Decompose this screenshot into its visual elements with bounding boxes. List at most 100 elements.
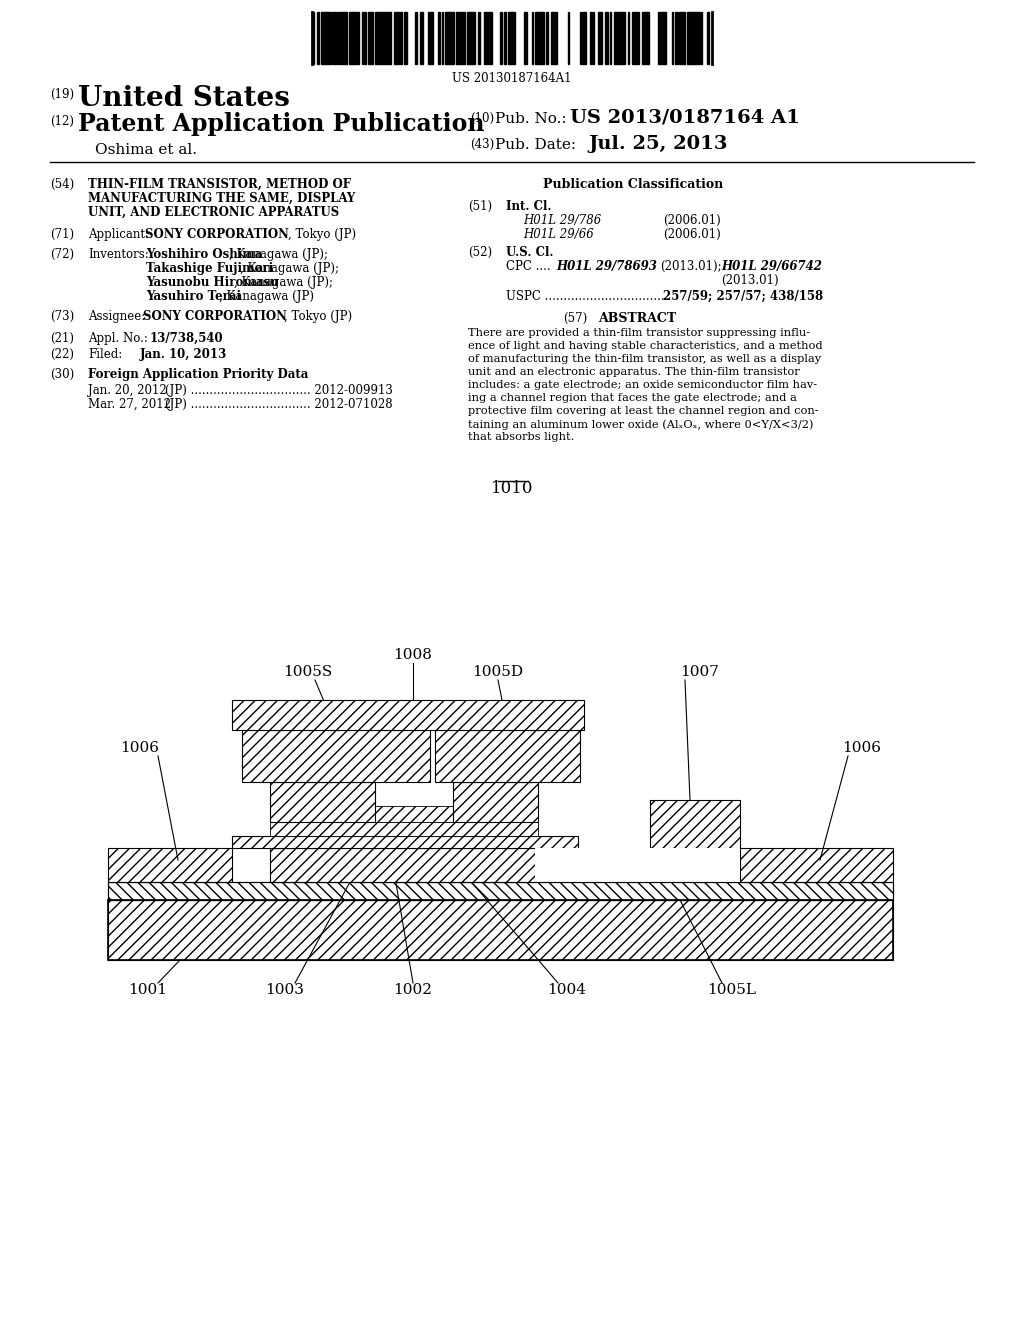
Text: , Kanagawa (JP);: , Kanagawa (JP); [229,248,329,261]
Bar [617,12,620,63]
Bar [511,12,513,63]
Text: US 2013/0187164 A1: US 2013/0187164 A1 [570,110,800,127]
Text: , Tokyo (JP): , Tokyo (JP) [284,310,352,323]
Text: MANUFACTURING THE SAME, DISPLAY: MANUFACTURING THE SAME, DISPLAY [88,191,355,205]
Bar [508,12,510,63]
Text: Jan. 10, 2013: Jan. 10, 2013 [140,348,227,360]
Text: protective film covering at least the channel region and con-: protective film covering at least the ch… [468,407,818,416]
Bar [108,882,893,900]
Bar [438,12,440,63]
Bar [693,12,695,63]
Bar [643,12,645,63]
Text: Takashige Fujimori: Takashige Fujimori [146,261,273,275]
Bar [108,847,232,882]
Text: (21): (21) [50,333,74,345]
Text: 1010: 1010 [490,480,534,498]
Text: There are provided a thin-film transistor suppressing influ-: There are provided a thin-film transisto… [468,327,810,338]
Bar [354,12,356,63]
Bar [377,12,380,63]
Bar [333,12,335,63]
Bar [449,12,450,63]
Text: , Kanagawa (JP);: , Kanagawa (JP); [234,276,334,289]
Text: Yasuhiro Terai: Yasuhiro Terai [146,290,241,304]
Text: Yasunobu Hiromasu: Yasunobu Hiromasu [146,276,279,289]
Bar [634,12,637,63]
Text: , Kanagawa (JP): , Kanagawa (JP) [219,290,313,304]
Bar [658,12,662,63]
Bar [707,12,709,63]
Bar [679,12,682,63]
Text: (2006.01): (2006.01) [663,214,721,227]
Bar [270,822,538,836]
Bar [467,12,469,63]
Bar [322,12,324,63]
Text: of manufacturing the thin-film transistor, as well as a display: of manufacturing the thin-film transisto… [468,354,821,364]
Bar [108,900,893,960]
Bar [450,12,452,63]
Text: (JP) ................................ 2012-009913: (JP) ................................ 20… [165,384,393,397]
Bar [324,12,327,63]
Bar [270,781,375,822]
Bar [328,12,330,63]
Text: 1008: 1008 [393,648,432,663]
Text: 1002: 1002 [393,983,432,997]
Text: unit and an electronic apparatus. The thin-film transistor: unit and an electronic apparatus. The th… [468,367,800,378]
Text: Oshima et al.: Oshima et al. [95,143,197,157]
Bar [452,12,454,63]
Bar [420,12,423,63]
Bar [470,12,473,63]
Bar [664,12,666,63]
Bar [364,12,366,63]
Bar [695,12,697,63]
Text: ence of light and having stable characteristics, and a method: ence of light and having stable characte… [468,341,822,351]
Text: 1005S: 1005S [284,665,333,678]
Text: ABSTRACT: ABSTRACT [598,312,676,325]
Bar [662,12,664,63]
Text: (54): (54) [50,178,75,191]
Text: SONY CORPORATION: SONY CORPORATION [143,310,287,323]
Bar [349,12,352,63]
Bar [232,700,584,730]
Bar [462,12,465,63]
Bar [360,807,455,822]
Text: (71): (71) [50,228,74,242]
Text: (2006.01): (2006.01) [663,228,721,242]
Text: Jul. 25, 2013: Jul. 25, 2013 [588,135,727,153]
Bar [335,12,337,63]
Bar [384,12,387,63]
Bar [605,12,608,63]
Bar [460,12,462,63]
Bar [691,12,693,63]
Bar [387,12,389,63]
Bar [555,12,557,63]
Text: (2013.01);: (2013.01); [660,260,722,273]
Text: (19): (19) [50,88,74,102]
Bar [650,800,740,847]
Text: Publication Classification: Publication Classification [543,178,723,191]
Bar [551,12,553,63]
Text: H01L 29/66742: H01L 29/66742 [721,260,822,273]
Text: H01L 29/78693: H01L 29/78693 [556,260,656,273]
Bar [620,12,622,63]
Bar [632,12,634,63]
Text: Appl. No.:: Appl. No.: [88,333,147,345]
Text: Filed:: Filed: [88,348,122,360]
Bar [242,730,430,781]
Text: Yoshihiro Oshima: Yoshihiro Oshima [146,248,262,261]
Text: (2013.01): (2013.01) [721,275,778,286]
Text: Applicant:: Applicant: [88,228,150,242]
Bar [389,12,391,63]
Text: 13/738,540: 13/738,540 [150,333,223,345]
Text: Mar. 27, 2012: Mar. 27, 2012 [88,399,171,411]
Bar [375,12,377,63]
Text: CPC ....: CPC .... [506,260,551,273]
Bar [675,12,678,63]
Bar [622,12,625,63]
Text: U.S. Cl.: U.S. Cl. [506,246,554,259]
Bar [371,12,373,63]
Bar [500,12,502,63]
Bar [484,12,486,63]
Bar [453,781,538,822]
Text: includes: a gate electrode; an oxide semiconductor film hav-: includes: a gate electrode; an oxide sem… [468,380,817,389]
Text: (51): (51) [468,201,493,213]
